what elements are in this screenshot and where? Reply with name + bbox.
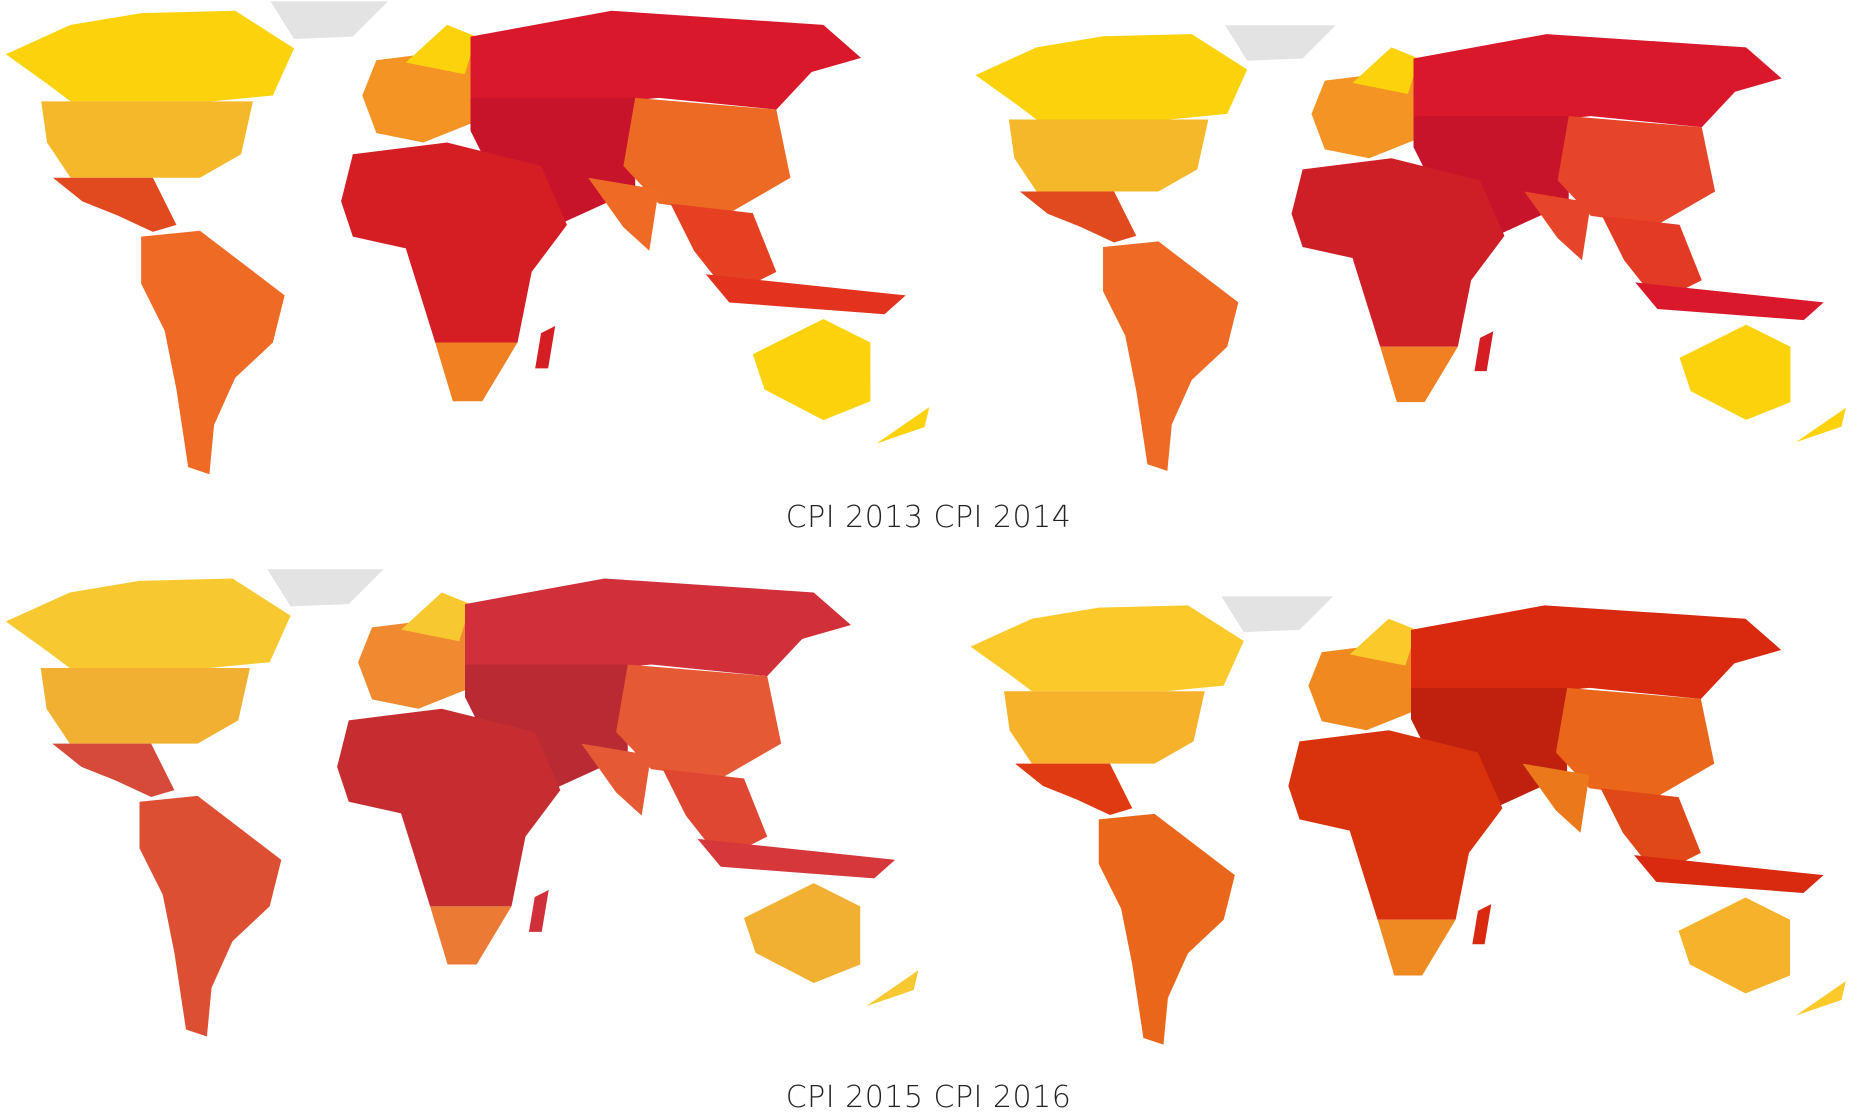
world-map [975,25,1846,471]
caption: CPI 2013 CPI 2014 [785,500,1072,535]
world-map [5,569,919,1037]
world-map [970,596,1846,1045]
caption: CPI 2015 CPI 2016 [785,1080,1072,1115]
map-2015 [5,569,919,1037]
world-map [5,1,930,475]
map-2013 [5,1,930,475]
map-2014 [975,25,1846,471]
map-2016 [970,596,1846,1045]
